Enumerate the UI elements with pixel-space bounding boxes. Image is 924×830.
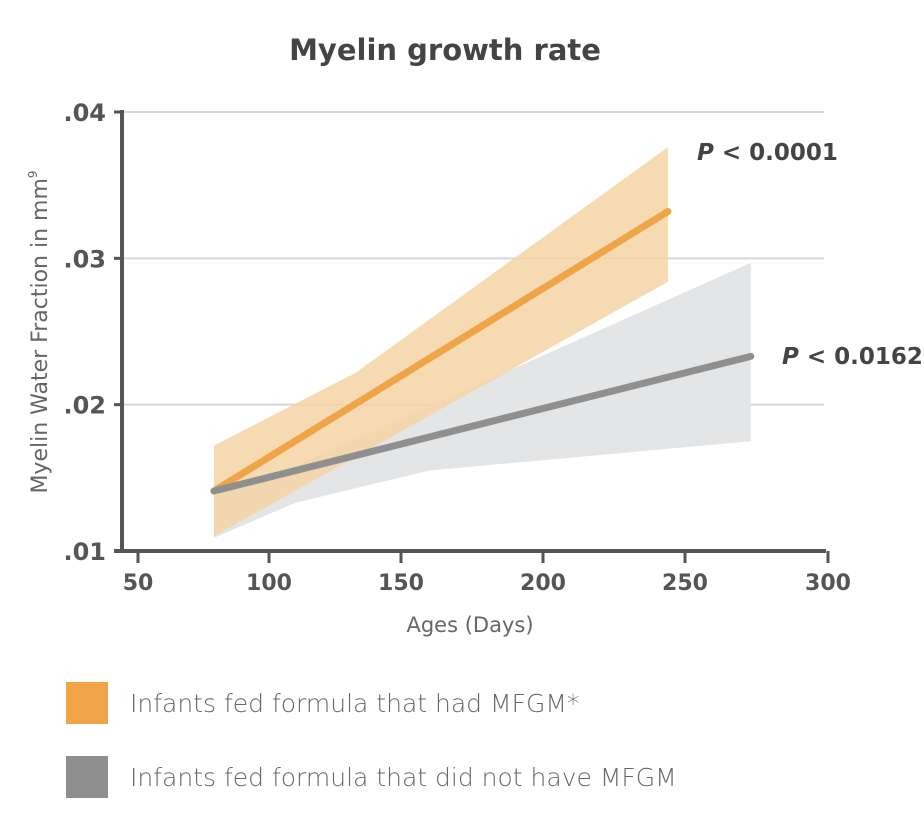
- y-tick-label: .04: [63, 99, 106, 127]
- legend-label: Infants fed formula that did not have MF…: [130, 762, 677, 792]
- x-axis-label: Ages (Days): [406, 613, 533, 637]
- x-tick-label: 150: [378, 571, 424, 596]
- p-value-annotation: P < 0.0162: [782, 344, 923, 370]
- x-tick-label: 50: [123, 571, 154, 596]
- confidence-band: [213, 147, 668, 537]
- x-tick-label: 100: [246, 571, 292, 596]
- x-tick-label: 250: [662, 571, 708, 596]
- confidence-band: [213, 262, 751, 538]
- series-line: [210, 208, 672, 495]
- series-line: [210, 352, 755, 495]
- y-axis-label: Myelin Water Fraction in mm9: [26, 170, 53, 493]
- chart-title: Myelin growth rate: [289, 33, 601, 67]
- legend-item-no-mfgm: Infants fed formula that did not have MF…: [66, 756, 677, 798]
- y-tick-label: .02: [63, 392, 106, 420]
- legend-swatch: [66, 756, 108, 798]
- legend-label: Infants fed formula that had MFGM*: [130, 688, 580, 718]
- x-tick-label: 200: [520, 571, 566, 596]
- x-tick-label: 300: [805, 571, 851, 596]
- legend-item-mfgm: Infants fed formula that had MFGM*: [66, 682, 579, 724]
- y-tick-label: .01: [63, 538, 106, 566]
- y-tick-label: .03: [63, 245, 106, 273]
- p-value-annotation: P < 0.0001: [697, 140, 838, 166]
- legend-swatch: [66, 682, 108, 724]
- chart-svg: Myelin growth rate .01 .02 .03 .04 50 100 150 2…: [26, 33, 923, 637]
